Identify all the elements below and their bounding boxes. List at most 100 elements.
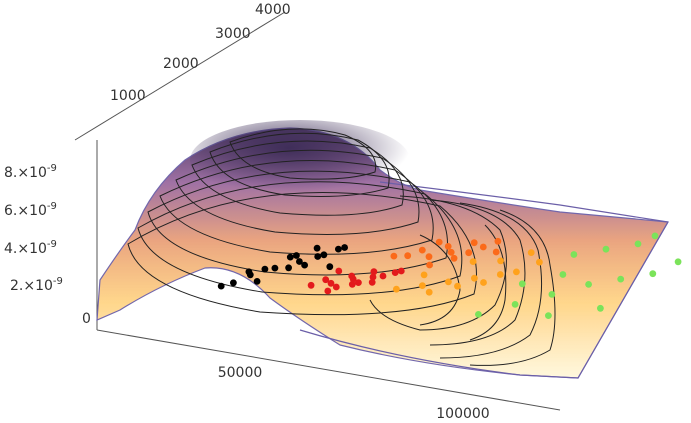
- scatter-point-s1-1: [327, 279, 335, 287]
- scatter-point-s0-8: [301, 261, 308, 269]
- contour-5: [159, 160, 434, 255]
- scatter-point-s4-4: [617, 275, 625, 283]
- scatter-point-s3-3: [471, 274, 478, 282]
- contour-8: [127, 192, 477, 316]
- contour-6: [147, 170, 448, 276]
- scatter-point-s1-15: [397, 267, 405, 275]
- contour-10: [429, 199, 526, 346]
- scatter-point-s1-9: [370, 268, 378, 276]
- scatter-point-s2-1: [418, 246, 426, 254]
- scatter-point-s2-11: [426, 261, 433, 269]
- y-tick-label-2: 3000: [215, 26, 251, 42]
- scatter-point-s2-0: [390, 252, 398, 260]
- z-tick-label-1: 2.×10-9: [10, 276, 63, 294]
- scatter-point-s3-13: [527, 249, 535, 256]
- contour-4: [175, 149, 420, 235]
- scatter-point-s2-8: [435, 238, 443, 246]
- scatter-point-s3-12: [469, 258, 477, 265]
- z-tick-label-4: 8.×10-9: [4, 163, 57, 181]
- scatter-point-s2-4: [425, 253, 433, 261]
- scatter-point-s3-6: [454, 282, 461, 290]
- scatter-point-s2-3: [470, 239, 478, 247]
- scatter-point-s4-12: [559, 271, 567, 278]
- scatter-point-s2-5: [447, 248, 455, 256]
- scatter-point-s0-7: [293, 252, 300, 259]
- z-tick-label-3: 6.×10-9: [4, 201, 57, 219]
- y-tick-label-1: 2000: [163, 56, 199, 72]
- scatter-point-s1-12: [368, 278, 376, 286]
- scatter-point-s3-2: [445, 278, 452, 286]
- scatter-point-s1-5: [355, 279, 362, 286]
- y-tick-label-0: 1000: [110, 88, 146, 104]
- z-tick-exponent-4: -9: [47, 163, 57, 174]
- scatter-point-s4-14: [674, 258, 682, 266]
- scatter-point-s1-6: [379, 272, 387, 280]
- scatter-point-s3-10: [497, 257, 504, 265]
- scatter-point-s2-9: [450, 254, 458, 262]
- scatter-point-s1-8: [348, 272, 356, 280]
- x-tick-label-0: 50000: [218, 365, 263, 381]
- scatter-point-s0-10: [326, 263, 334, 271]
- contour-11: [439, 202, 543, 359]
- z-tick-label-2: 4.×10-9: [4, 239, 57, 257]
- scatter-point-s4-13: [651, 232, 659, 240]
- scatter-point-s3-11: [536, 258, 543, 266]
- scatter-point-s0-4: [320, 251, 328, 259]
- scatter-point-s4-6: [602, 245, 610, 253]
- scatter-point-s4-7: [634, 240, 642, 248]
- contour-9: [369, 195, 507, 331]
- scatter-point-s3-5: [425, 288, 433, 296]
- scatter-point-s3-7: [480, 279, 487, 286]
- surface-back-edge: [379, 181, 669, 223]
- scatter-point-s4-1: [511, 301, 519, 308]
- scatter-point-s2-13: [492, 248, 500, 256]
- scatter-point-s1-11: [348, 280, 356, 288]
- contour-13: [419, 234, 461, 326]
- scatter-point-s4-0: [475, 311, 482, 318]
- scatter-point-s1-3: [369, 273, 377, 281]
- scatter-point-s2-12: [465, 249, 473, 257]
- scatter-point-s1-4: [332, 283, 340, 291]
- x-tick-label-1: 100000: [436, 406, 489, 422]
- surface-peak-shade: [190, 120, 410, 200]
- scatter-point-s3-1: [419, 282, 426, 289]
- contour-1: [229, 128, 377, 180]
- scatter-point-s4-8: [518, 280, 526, 288]
- scatter-point-s0-0: [217, 282, 225, 290]
- contour-12: [469, 209, 556, 366]
- scatter-point-s2-10: [494, 237, 502, 245]
- scatter-point-s3-0: [393, 285, 400, 293]
- y-tick-label-3: 4000: [255, 2, 291, 18]
- scatter-point-s2-2: [444, 243, 452, 250]
- axis-frame: [74, 11, 561, 411]
- scatter-point-s0-12: [285, 264, 292, 272]
- scatter-point-s2-7: [404, 252, 412, 260]
- scatter-point-s0-14: [341, 244, 348, 251]
- contour-3: [191, 140, 404, 216]
- scatter-point-s1-0: [307, 281, 315, 289]
- scatter-point-s0-13: [314, 253, 322, 260]
- scatter-point-s1-14: [335, 267, 343, 275]
- scatter-point-s3-8: [513, 268, 520, 276]
- scatter-point-s0-11: [253, 278, 261, 285]
- scatter-point-s4-5: [570, 251, 578, 258]
- z-tick-exponent-2: -9: [47, 239, 57, 250]
- scatter-point-s0-5: [230, 279, 237, 287]
- z-tick-exponent-3: -9: [47, 201, 57, 212]
- scatter-point-s0-15: [245, 268, 253, 276]
- scatter-points: [217, 232, 682, 319]
- scatter-point-s4-9: [545, 312, 552, 319]
- y-axis-line: [74, 11, 286, 141]
- scatter-point-s1-13: [391, 269, 399, 276]
- scatter-point-s0-16: [286, 253, 294, 261]
- scatter-point-s4-3: [585, 281, 592, 288]
- surface-front-edge: [299, 221, 669, 379]
- scatter-point-s0-6: [261, 265, 269, 273]
- scatter-point-s2-6: [479, 243, 487, 251]
- contour-2: [209, 132, 390, 197]
- scatter-point-s0-2: [271, 264, 279, 272]
- scatter-point-s3-4: [496, 271, 504, 278]
- scatter-point-s0-3: [296, 258, 303, 265]
